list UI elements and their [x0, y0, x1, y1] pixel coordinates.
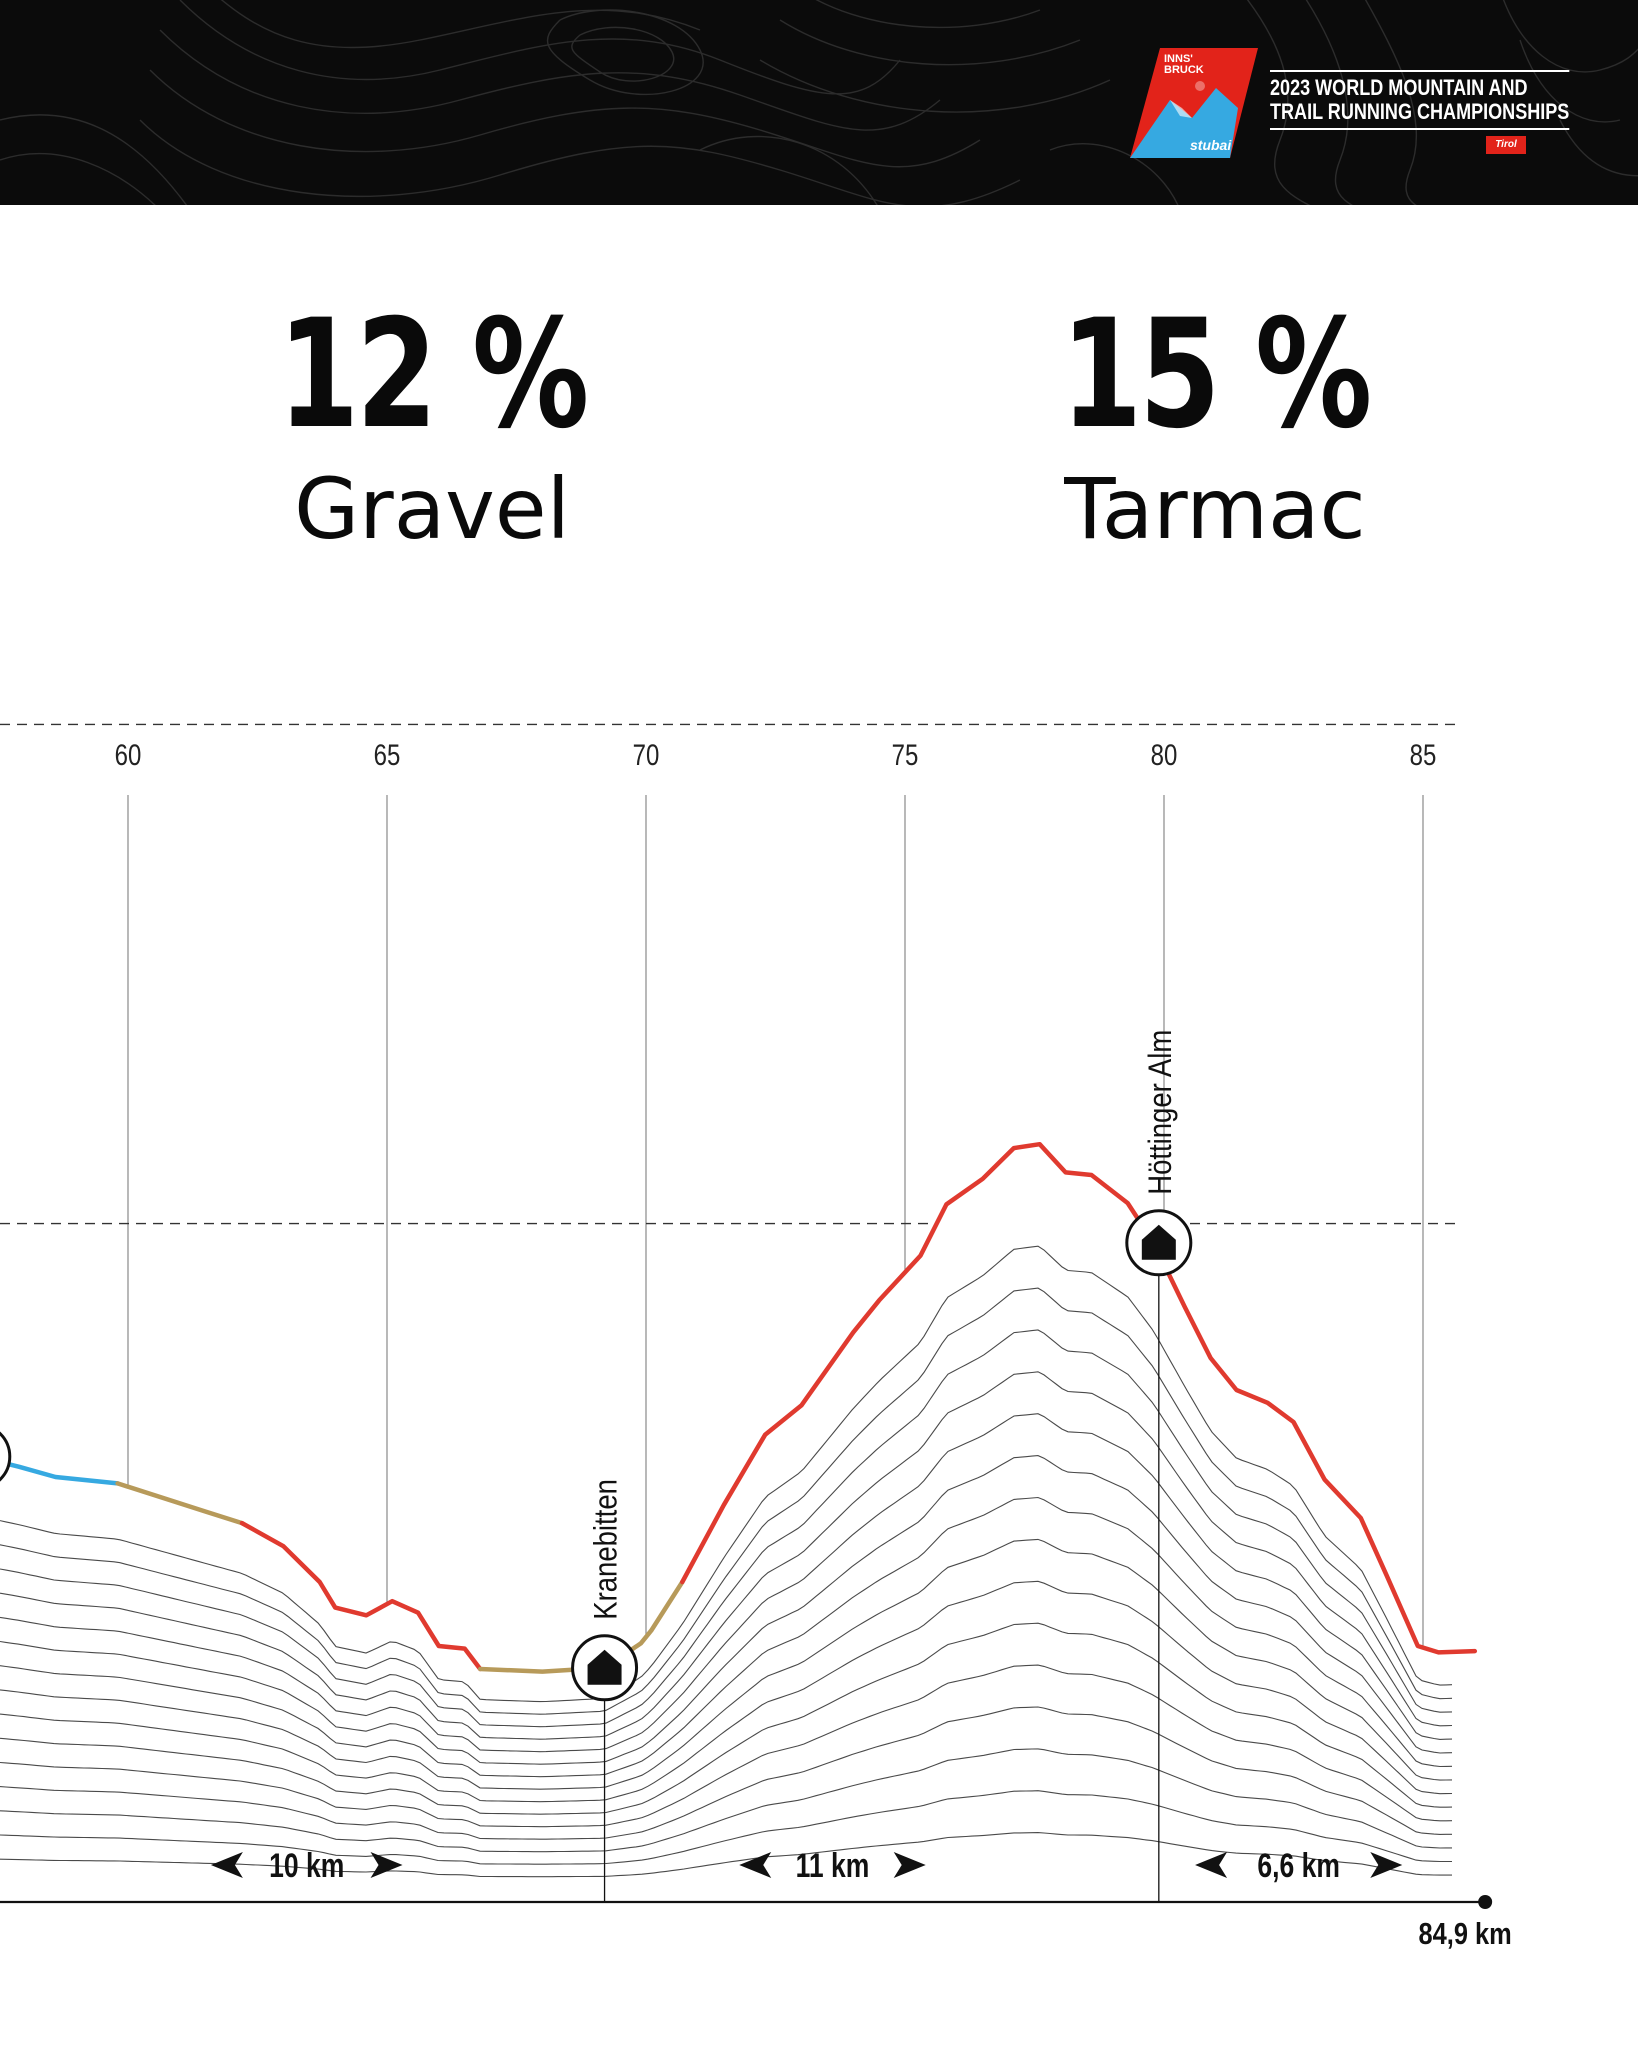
- x-tick-label: 85: [1410, 737, 1437, 771]
- arrow-left-icon: [210, 1852, 243, 1878]
- header-banner: INNS' BRUCK stubai 2023 WORLD MOUNTAIN A…: [0, 0, 1638, 205]
- arrow-right-icon: [370, 1852, 403, 1878]
- x-tick-label: 65: [374, 737, 401, 771]
- profile-fill: [0, 1144, 1475, 1902]
- svg-text:stubai: stubai: [1190, 137, 1232, 153]
- profile-contour-lines: [0, 1144, 1475, 1902]
- profile-segment-tarmac: [680, 1141, 1478, 1655]
- segment-distance-label: 10 km: [269, 1847, 344, 1885]
- arrow-right-icon: [1370, 1852, 1403, 1878]
- contour-line: [0, 1455, 1453, 1765]
- elevation-profile-chart: 60 65 70 75 80 85 84,9 km 10 km 11 km 6,6 km Gr…: [0, 723, 1512, 1952]
- segment-distance-label: 6,6 km: [1257, 1847, 1340, 1885]
- contour-line: [0, 1538, 1453, 1790]
- segment-marker: 10 km: [210, 1847, 403, 1885]
- hut-icon: [587, 1649, 622, 1685]
- segment-marker: 6,6 km: [1195, 1847, 1403, 1885]
- championship-logo: INNS' BRUCK stubai: [1130, 48, 1258, 158]
- profile-segment-trail: [0, 1459, 120, 1486]
- svg-text:BRUCK: BRUCK: [1164, 64, 1204, 76]
- arrow-left-icon: [739, 1852, 772, 1878]
- contour-line: [0, 1496, 1453, 1778]
- hut-icon: [1141, 1224, 1176, 1260]
- contour-line: [0, 1706, 1452, 1840]
- contour-line: [0, 1832, 1452, 1878]
- waypoint-marker: Grinzens: [0, 1431, 12, 1482]
- stat-gravel: 12 % Gravel: [182, 300, 682, 554]
- waypoint-markers: Grinzens Kranebitten Höttinger Alm: [0, 1030, 1193, 1902]
- event-title-line2: TRAIL RUNNING CHAMPIONSHIPS: [1270, 99, 1570, 124]
- waypoint-name: Kranebitten: [589, 1479, 624, 1620]
- topographic-pattern: [0, 0, 1638, 205]
- contour-line: [0, 1580, 1453, 1803]
- gravel-label: Gravel: [294, 460, 570, 558]
- tarmac-label: Tarmac: [1064, 460, 1366, 558]
- tarmac-percentage: 15 %: [1060, 288, 1372, 462]
- segment-marker: 11 km: [739, 1847, 926, 1885]
- svg-text:INNS': INNS': [1164, 53, 1193, 65]
- x-axis: 84,9 km: [0, 1895, 1512, 1952]
- finish-dot: [1478, 1895, 1493, 1909]
- event-title-line1: 2023 WORLD MOUNTAIN AND: [1270, 75, 1528, 100]
- segment-distance-markers: 10 km 11 km 6,6 km: [210, 1847, 1403, 1885]
- profile-segment-gravel: [115, 1481, 245, 1526]
- finish-distance-label: 84,9 km: [1419, 1917, 1512, 1952]
- contour-line: [0, 1790, 1452, 1865]
- arrow-left-icon: [1195, 1852, 1228, 1878]
- elevation-dashed-lines: [0, 723, 1455, 1225]
- profile-segment-tarmac: [239, 1520, 483, 1672]
- x-tick-label: 80: [1151, 737, 1178, 771]
- gravel-percentage: 12 %: [277, 288, 589, 462]
- event-title: 2023 WORLD MOUNTAIN AND TRAIL RUNNING CH…: [1270, 70, 1570, 130]
- x-tick-label: 75: [892, 737, 919, 771]
- stat-tarmac: 15 % Tarmac: [965, 300, 1465, 554]
- waypoint-marker: Kranebitten: [571, 1479, 639, 1902]
- waypoint-circle: [0, 1431, 12, 1482]
- waypoint-name: Höttinger Alm: [1143, 1030, 1178, 1195]
- contour-line: [0, 1413, 1453, 1753]
- contour-line: [0, 1748, 1452, 1853]
- sponsor-badge: Tirol: [1486, 136, 1526, 154]
- x-tick-label: 70: [633, 737, 660, 771]
- contour-line: [0, 1329, 1453, 1728]
- contour-line: [0, 1287, 1453, 1715]
- waypoint-marker: Höttinger Alm: [1125, 1030, 1193, 1902]
- contour-line: [0, 1245, 1453, 1703]
- x-tick-label: 60: [115, 737, 142, 771]
- contour-line: [0, 1371, 1453, 1740]
- contour-line: [0, 1622, 1453, 1815]
- arrow-right-icon: [893, 1852, 926, 1878]
- contour-line: [0, 1664, 1453, 1828]
- segment-distance-label: 11 km: [796, 1847, 870, 1885]
